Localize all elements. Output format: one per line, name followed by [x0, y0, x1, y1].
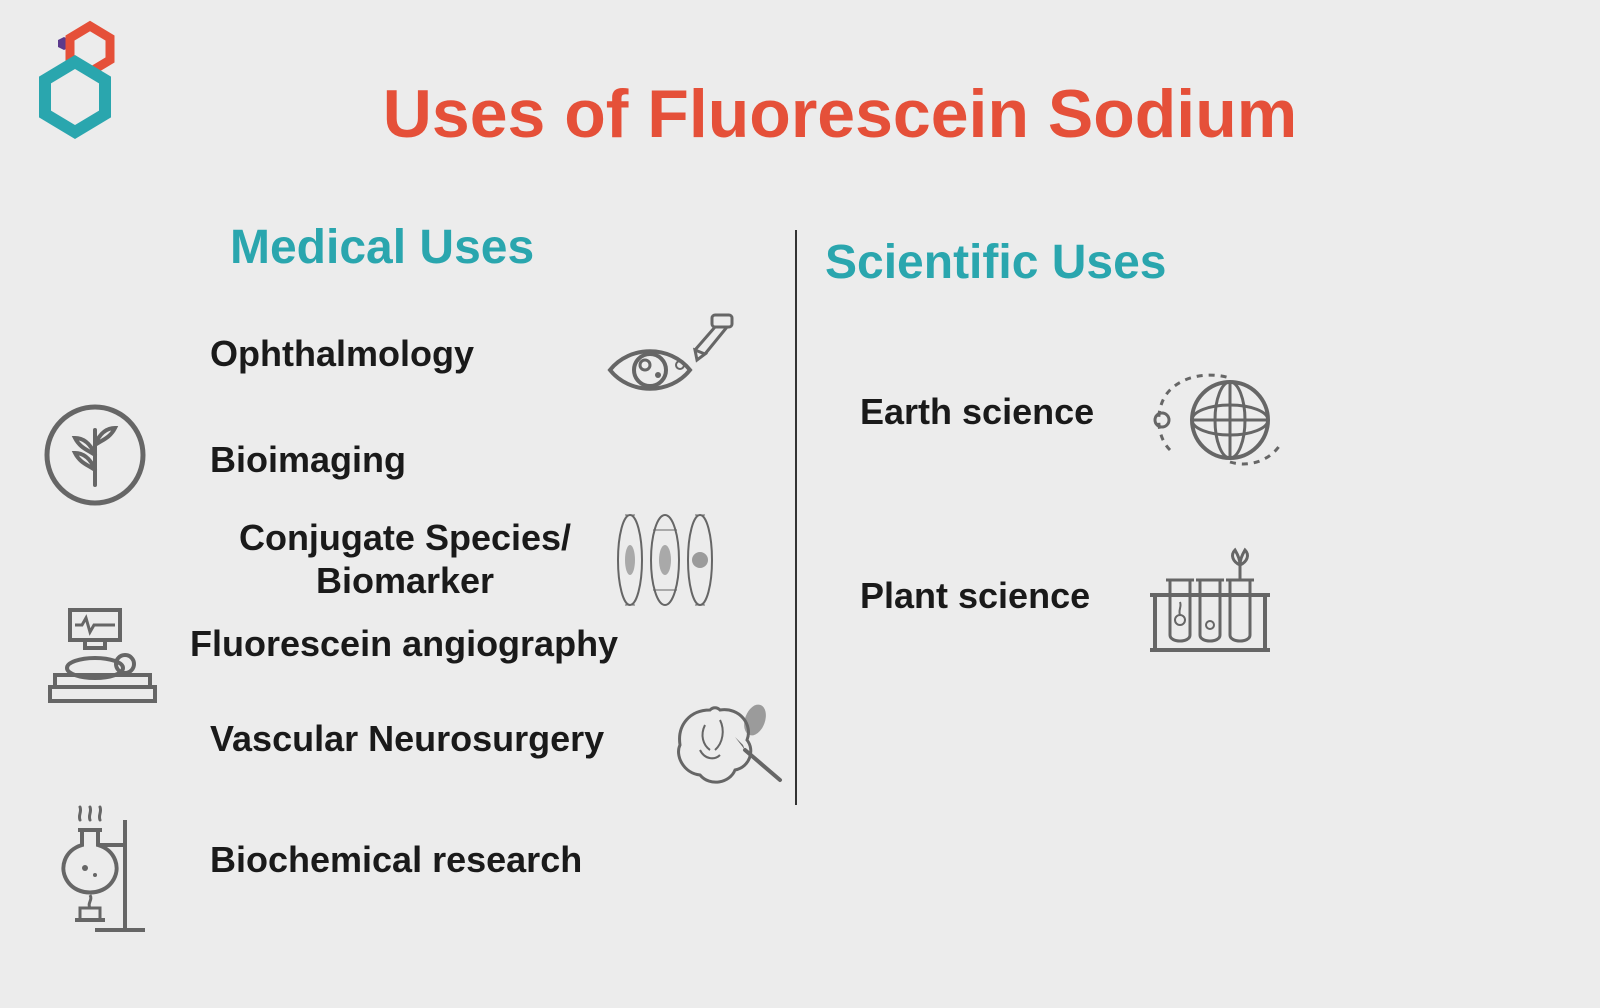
brain-scalpel-icon: [665, 695, 785, 800]
column-divider: [795, 230, 797, 805]
medical-item-fluorescein-angiography: Fluorescein angiography: [190, 622, 618, 665]
cells-icon: [605, 500, 725, 625]
flask-burner-icon: [40, 790, 150, 945]
medical-uses-heading: Medical Uses: [230, 220, 534, 275]
medical-item-conjugate-biomarker: Conjugate Species/Biomarker: [210, 516, 600, 602]
medical-item-vascular-neurosurgery: Vascular Neurosurgery: [210, 717, 604, 760]
globe-orbit-icon: [1140, 360, 1290, 485]
eye-dropper-icon: [600, 310, 740, 415]
scientific-item-earth-science: Earth science: [860, 390, 1094, 433]
plant-circle-icon: [40, 400, 150, 515]
medical-item-biochemical-research: Biochemical research: [210, 838, 582, 881]
page-title: Uses of Fluorescein Sodium: [0, 75, 1600, 153]
medical-item-bioimaging: Bioimaging: [210, 438, 406, 481]
scientific-uses-heading: Scientific Uses: [825, 235, 1166, 290]
test-tubes-plant-icon: [1140, 540, 1280, 665]
scientific-item-plant-science: Plant science: [860, 574, 1090, 617]
medical-item-ophthalmology: Ophthalmology: [210, 332, 474, 375]
medical-monitor-icon: [40, 600, 160, 715]
